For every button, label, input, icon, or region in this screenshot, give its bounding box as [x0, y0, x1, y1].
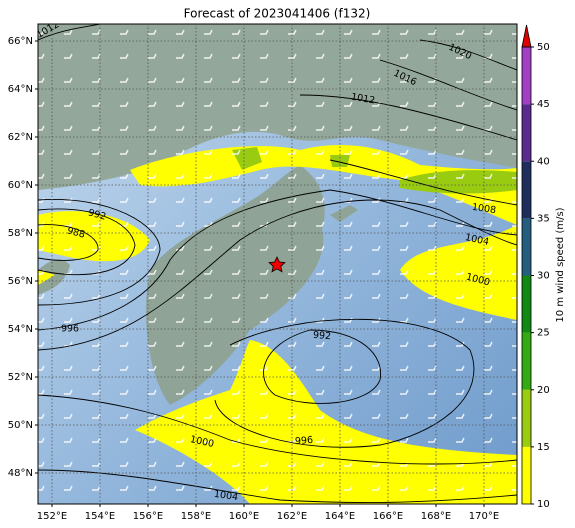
contour-label: 1004 — [464, 232, 490, 248]
colorbar-tick-label: 10 — [537, 499, 550, 510]
colorbar-tick-label: 35 — [537, 213, 550, 224]
lat-tick-label: 50°N — [8, 420, 33, 431]
lat-tick-label: 56°N — [8, 276, 33, 287]
lat-tick-label: 54°N — [8, 324, 33, 335]
contour-label: 1004 — [213, 489, 238, 503]
lon-tick-label: 154°E — [85, 511, 115, 522]
colorbar-segment — [522, 332, 531, 390]
colorbar-segment — [522, 104, 531, 162]
colorbar-tick-label: 15 — [537, 442, 550, 453]
lat-tick-label: 66°N — [8, 36, 33, 47]
lon-tick-label: 162°E — [277, 511, 307, 522]
map-frame — [37, 23, 518, 505]
colorbar-segment — [522, 161, 531, 219]
lat-tick-label: 60°N — [8, 180, 33, 191]
lon-tick-label: 164°E — [325, 511, 355, 522]
colorbar-segment — [522, 275, 531, 333]
lon-tick-label: 160°E — [229, 511, 259, 522]
lon-tick-label: 152°E — [37, 511, 67, 522]
colorbar-tick-label: 30 — [537, 271, 550, 282]
colorbar-segment — [522, 446, 531, 504]
contour-label: 992 — [87, 207, 107, 222]
colorbar-tick-label: 50 — [537, 42, 550, 53]
isobars — [38, 24, 517, 503]
colorbar-tick-label: 45 — [537, 99, 550, 110]
contour-label: 988 — [66, 225, 86, 240]
colorbar-tick-label: 20 — [537, 385, 550, 396]
contour-label: 1008 — [471, 202, 496, 216]
lon-tick-label: 166°E — [373, 511, 403, 522]
colorbar-tick-label: 40 — [537, 156, 550, 167]
lat-tick-label: 52°N — [8, 372, 33, 383]
title: Forecast of 2023041406 (f132) — [184, 7, 371, 21]
lon-tick-label: 168°E — [421, 511, 451, 522]
lat-tick-label: 62°N — [8, 132, 33, 143]
lon-tick-label: 158°E — [181, 511, 211, 522]
lat-tick-label: 48°N — [8, 468, 33, 479]
colorbar-segment — [522, 389, 531, 447]
map-area: 1012102010161012992988100810041000996992… — [38, 24, 517, 504]
lon-tick-label: 156°E — [133, 511, 163, 522]
colorbar-tick-label: 25 — [537, 328, 550, 339]
colorbar-segment — [522, 47, 531, 105]
lat-tick-label: 58°N — [8, 228, 33, 239]
contour-label: 1000 — [189, 434, 215, 450]
contour-label: 996 — [294, 435, 313, 448]
lat-tick-label: 64°N — [8, 84, 33, 95]
contour-label: 1012 — [350, 91, 376, 106]
colorbar-label: 10 m wind speed (m/s) — [555, 207, 566, 322]
colorbar-segment — [522, 218, 531, 276]
colorbar-extend — [521, 24, 532, 48]
location-star — [268, 256, 286, 273]
lon-tick-label: 170°E — [469, 511, 499, 522]
contour-label: 992 — [312, 330, 331, 343]
